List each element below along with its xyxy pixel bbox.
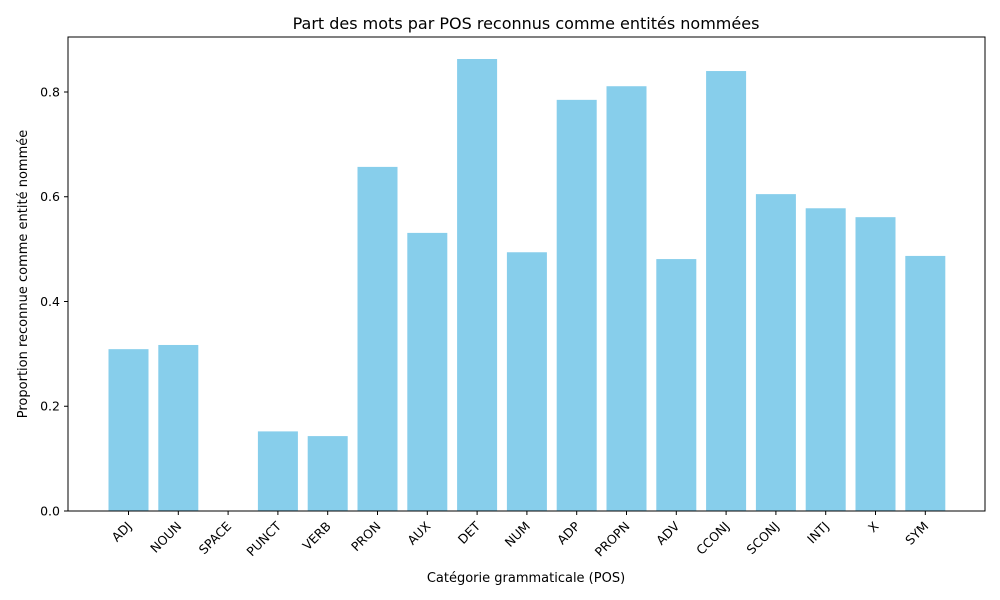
y-tick-label: 0.6 [40, 189, 60, 204]
bar-cconj [706, 71, 747, 511]
x-tick-label-noun: NOUN [147, 519, 184, 556]
bar-punct [257, 431, 298, 511]
x-tick-label-verb: VERB [299, 519, 333, 553]
chart-title: Part des mots par POS reconnus comme ent… [293, 14, 760, 33]
bar-sym [905, 255, 946, 511]
bar-noun [158, 344, 199, 511]
x-tick-label-x: X [865, 518, 882, 535]
bar-intj [805, 208, 846, 511]
bar-adj [108, 349, 149, 511]
x-tick-label-adj: ADJ [109, 519, 135, 545]
x-tick-label-num: NUM [502, 519, 533, 550]
x-tick-label-cconj: CCONJ [693, 519, 732, 558]
bars-group [108, 59, 946, 512]
bar-adp [556, 99, 597, 511]
x-tick-label-punct: PUNCT [243, 518, 284, 559]
x-tick-label-intj: INTJ [804, 519, 832, 547]
x-tick-label-adp: ADP [554, 518, 583, 547]
bar-det [457, 59, 498, 511]
x-tick-label-sym: SYM [902, 519, 931, 548]
x-tick-label-det: DET [455, 518, 484, 547]
bar-propn [606, 86, 647, 511]
y-tick-label: 0.0 [40, 504, 60, 519]
plot-frame [67, 36, 986, 512]
y-axis-ticks: 0.0 0.2 0.4 0.6 0.8 [40, 84, 68, 519]
y-axis-label: Proportion reconnue comme entité nommée [16, 130, 31, 418]
x-tick-label-sconj: SCONJ [743, 519, 782, 558]
x-tick-label-aux: AUX [404, 518, 433, 547]
x-axis-label: Catégorie grammaticale (POS) [427, 571, 625, 586]
bar-pron [357, 166, 398, 511]
bar-num [506, 252, 547, 511]
y-tick-label: 0.2 [40, 399, 60, 414]
bar-verb [307, 436, 348, 511]
x-axis-ticks: ADJ NOUN SPACE PUNCT VERB PRON AUX DET NUM ADP PRO… [109, 511, 931, 560]
x-tick-label-adv: ADV [653, 518, 683, 548]
bar-adv [656, 259, 697, 511]
x-tick-label-pron: PRON [348, 519, 384, 555]
bar-aux [407, 232, 448, 511]
bar-sconj [755, 194, 796, 511]
bar-x [855, 217, 896, 512]
y-tick-label: 0.4 [40, 294, 60, 309]
x-tick-label-propn: PROPN [592, 519, 633, 560]
y-tick-label: 0.8 [40, 84, 60, 99]
x-tick-label-space: SPACE [196, 518, 235, 557]
